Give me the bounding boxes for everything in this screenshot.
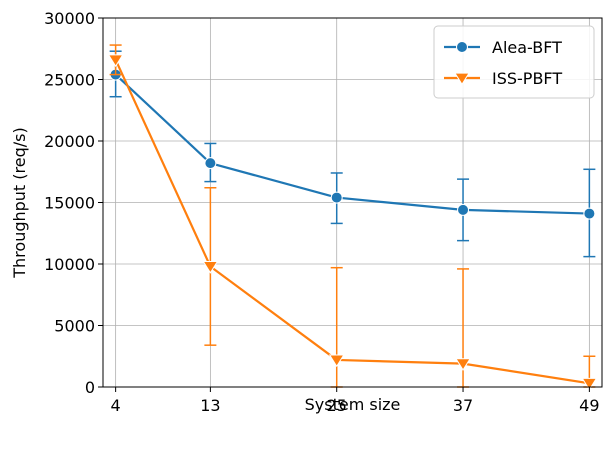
legend-box: [433, 25, 595, 99]
data-point: [457, 203, 470, 216]
x-tick-label: 25: [327, 396, 347, 415]
data-point: [328, 354, 345, 368]
data-point: [330, 191, 343, 204]
y-tick-label: 20000: [44, 132, 95, 151]
legend-marker: [454, 72, 470, 86]
x-axis: 4 13 25 37 49: [111, 387, 600, 415]
legend-label: Alea-BFT: [492, 38, 562, 57]
series-line: [114, 59, 590, 385]
series-iss-pbft: [107, 44, 598, 391]
y-tick-label: 0: [85, 378, 95, 397]
y-tick-label: 25000: [44, 71, 95, 90]
x-tick-label: 4: [111, 396, 121, 415]
data-point: [202, 261, 219, 274]
x-tick-label: 13: [200, 396, 220, 415]
y-tick-label: 5000: [54, 317, 95, 336]
y-tick-label: 10000: [44, 255, 95, 274]
x-axis-label: System size: [305, 395, 401, 414]
y-tick-label: 15000: [44, 194, 95, 213]
y-axis: 0 5000 10000 15000 20000 25000 30000: [44, 9, 103, 397]
y-axis-label: Throughput (req/s): [10, 127, 29, 278]
x-tick-label: 49: [579, 396, 599, 415]
data-point: [583, 207, 596, 220]
data-point: [107, 54, 124, 68]
data-point: [204, 157, 217, 170]
legend-marker: [456, 41, 468, 53]
legend: Alea-BFT ISS-PBFT: [433, 25, 595, 99]
series-layer: [107, 44, 598, 391]
data-point: [455, 358, 471, 371]
y-tick-label: 30000: [44, 9, 95, 28]
x-tick-label: 37: [453, 396, 473, 415]
data-point: [581, 377, 598, 391]
legend-label: ISS-PBFT: [492, 69, 562, 88]
